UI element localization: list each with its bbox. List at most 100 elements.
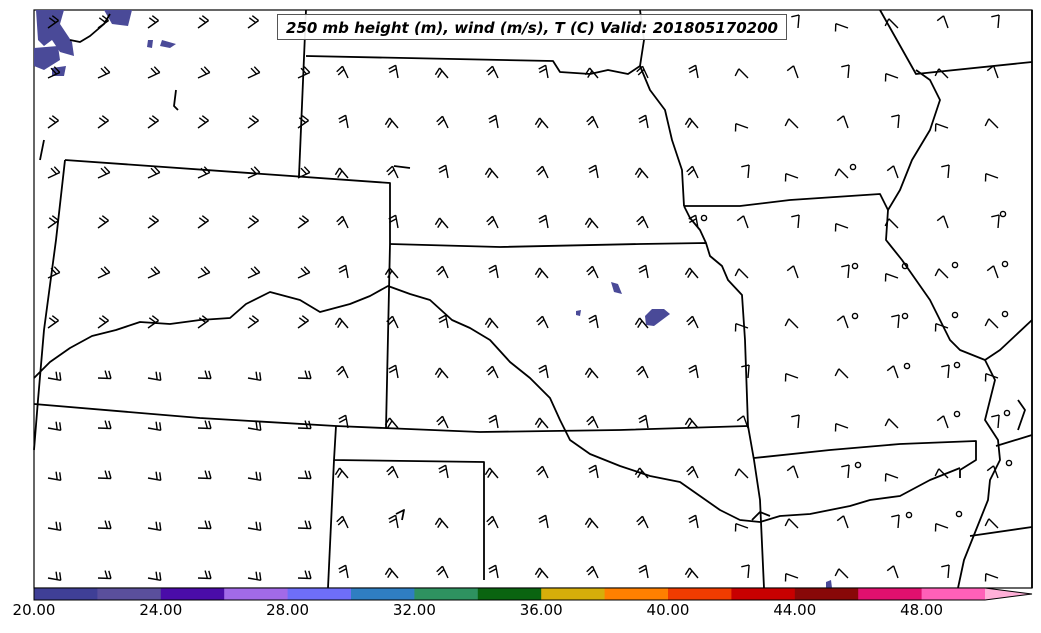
wind-barb bbox=[338, 264, 349, 279]
wind-barb bbox=[734, 268, 749, 279]
map-frame bbox=[33, 9, 1033, 589]
wind-barb bbox=[834, 368, 849, 379]
wind-barb bbox=[684, 567, 699, 579]
wind-barb bbox=[586, 265, 599, 279]
wind-barb bbox=[47, 215, 60, 229]
wind-barb bbox=[297, 370, 312, 380]
wind-barb bbox=[538, 214, 549, 229]
wind-barb bbox=[434, 67, 449, 79]
wind-barb bbox=[384, 267, 399, 279]
wind-barb bbox=[636, 365, 649, 379]
wind-barb bbox=[984, 318, 999, 329]
colorbar bbox=[33, 587, 1033, 601]
wind-barb bbox=[634, 467, 649, 479]
wind-barb bbox=[486, 65, 499, 79]
wind-barb bbox=[884, 418, 899, 429]
wind-barb bbox=[734, 468, 749, 479]
wind-barb bbox=[886, 165, 899, 179]
wind-barb bbox=[588, 164, 599, 179]
wind-barb bbox=[147, 371, 162, 381]
wind-barb bbox=[736, 415, 749, 429]
wind-barb bbox=[97, 66, 111, 79]
wind-barb bbox=[484, 317, 499, 329]
colorbar-extend-arrow bbox=[985, 588, 1032, 600]
wind-barb bbox=[536, 315, 549, 329]
calm-wind-marker bbox=[951, 311, 959, 319]
colorbar-segment bbox=[794, 588, 859, 600]
wind-barb bbox=[986, 465, 999, 479]
wind-barb bbox=[836, 515, 849, 529]
wind-barb bbox=[97, 166, 111, 179]
wind-barb bbox=[97, 420, 112, 430]
wind-barb bbox=[538, 364, 549, 379]
colorbar-segment bbox=[351, 588, 415, 600]
wind-barb bbox=[197, 166, 211, 179]
wind-barb bbox=[638, 114, 649, 129]
wind-barb bbox=[386, 465, 399, 479]
wind-barb bbox=[791, 14, 800, 29]
wind-barb bbox=[197, 215, 210, 229]
calm-wind-marker bbox=[953, 410, 961, 418]
wind-barb bbox=[484, 167, 499, 179]
wind-barb bbox=[388, 64, 399, 79]
wind-barb bbox=[47, 115, 60, 129]
wind-barb bbox=[536, 465, 549, 479]
wind-barb bbox=[784, 572, 799, 582]
wind-barb bbox=[47, 521, 62, 531]
wind-barb bbox=[934, 268, 949, 279]
colorbar-segment bbox=[731, 588, 796, 600]
wind-barb bbox=[436, 265, 449, 279]
wind-barb bbox=[336, 65, 349, 79]
wind-barb bbox=[584, 67, 599, 79]
colorbar-segment bbox=[541, 588, 606, 600]
wind-barb bbox=[734, 522, 749, 532]
wind-barb bbox=[784, 118, 799, 129]
wind-barb bbox=[741, 164, 750, 179]
colorbar-tick-label: 20.00 bbox=[12, 601, 56, 619]
wind-barb bbox=[584, 367, 599, 379]
colorbar-tick-label: 44.00 bbox=[773, 601, 817, 619]
wind-barb bbox=[786, 65, 799, 79]
wind-barb bbox=[741, 564, 750, 579]
wind-barb bbox=[47, 371, 62, 381]
wind-barb bbox=[934, 68, 949, 79]
calm-wind-marker bbox=[1001, 260, 1009, 268]
wind-barb bbox=[834, 222, 849, 232]
wind-barbs bbox=[47, 14, 1013, 582]
wind-barb bbox=[688, 214, 699, 229]
calm-wind-marker bbox=[953, 361, 961, 369]
wind-barb bbox=[484, 467, 499, 479]
wind-barb bbox=[47, 315, 60, 329]
colorbar-tick-label: 40.00 bbox=[646, 601, 690, 619]
wind-barb bbox=[586, 415, 599, 429]
wind-barb bbox=[684, 267, 699, 279]
wind-barb bbox=[247, 115, 260, 129]
colorbar-tick-label: 28.00 bbox=[266, 601, 310, 619]
wind-barb bbox=[247, 471, 262, 481]
wind-barb bbox=[936, 415, 949, 429]
wind-barb bbox=[247, 421, 262, 431]
wind-barb bbox=[336, 215, 349, 229]
wind-barb bbox=[686, 315, 699, 329]
wind-barb bbox=[97, 520, 112, 530]
wind-barb bbox=[384, 567, 399, 579]
wind-barb bbox=[884, 272, 899, 282]
colorbar-segment bbox=[34, 588, 98, 600]
wind-barb bbox=[791, 414, 800, 429]
wind-barb bbox=[736, 215, 749, 229]
colorbar-segment bbox=[97, 588, 162, 600]
wind-barb bbox=[47, 471, 62, 481]
wind-barb bbox=[891, 314, 900, 329]
wind-barb bbox=[534, 267, 549, 279]
wind-barb bbox=[297, 66, 311, 79]
wind-barb bbox=[534, 567, 549, 579]
wind-barb bbox=[634, 317, 649, 329]
wind-barb bbox=[334, 167, 349, 179]
wind-barb bbox=[486, 365, 499, 379]
wind-barb bbox=[147, 215, 160, 229]
wind-barb bbox=[297, 215, 310, 229]
wind-barb bbox=[297, 315, 310, 329]
wind-barb bbox=[986, 65, 999, 79]
wind-barb bbox=[97, 470, 112, 480]
map-title: 250 mb height (m), wind (m/s), T (C) Val… bbox=[277, 14, 787, 40]
